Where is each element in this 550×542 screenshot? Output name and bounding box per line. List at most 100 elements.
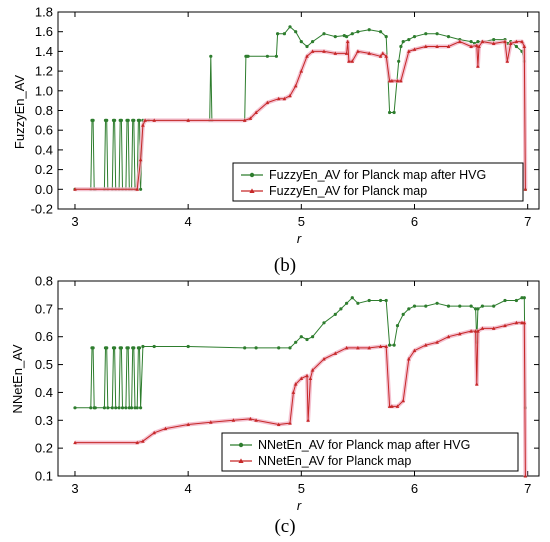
y-tick-label: 0.7 [35,301,53,316]
data-point [503,298,507,303]
data-point [435,44,439,48]
data-point [163,426,168,431]
y-tick-label: 0.3 [35,413,53,428]
data-point [305,373,309,378]
data-point [356,30,360,34]
data-point [480,326,485,330]
data-point [344,345,349,350]
data-point [491,326,496,330]
data-point [356,49,360,53]
data-point [379,298,383,303]
data-point [113,118,117,122]
data-point [407,49,411,53]
data-point [186,118,190,122]
data-point [152,118,156,122]
y-tick-label: 0.5 [35,357,53,372]
data-point [522,320,527,325]
data-point [288,93,292,98]
data-point [254,110,258,114]
data-point [130,406,134,410]
data-point [209,420,213,424]
data-point [143,118,147,122]
data-point [520,296,524,300]
data-point [137,118,142,122]
y-tick-label: 0.4 [35,142,53,157]
data-point [407,357,411,361]
data-point [475,43,479,47]
data-point [412,47,417,51]
data-point [133,406,137,410]
data-point [424,44,428,48]
panel-caption: (c) [274,516,295,537]
data-point [106,406,110,410]
data-point [333,351,338,355]
x-tick-label: 5 [298,214,305,229]
data-point [141,123,145,127]
data-point [401,398,405,403]
data-point [347,59,351,63]
data-point [310,49,315,53]
data-point [73,406,77,410]
data-point [277,346,281,350]
x-axis-label: r [297,498,302,513]
data-point [367,345,371,350]
data-point [407,38,411,42]
data-point [124,406,128,410]
legend-marker-planck [238,458,244,463]
data-point [276,32,280,36]
data-point [446,44,451,48]
data-point [91,118,95,122]
x-tick-labels: 3 4 5 6 7 [71,214,531,229]
data-point [248,416,253,421]
data-point [243,346,247,350]
y-tick-label: 0.8 [35,103,53,118]
data-point [294,340,298,344]
data-point [294,30,298,34]
data-point [345,301,349,305]
data-point [344,51,349,55]
axis-ticks [58,11,539,210]
data-point [132,346,136,350]
data-point [520,39,524,44]
data-point [117,406,121,410]
axis-ticks [58,280,539,477]
legend-label-hvg: NNetEn_AV for Planck map after HVG [258,438,470,452]
data-point [305,54,309,58]
data-point [503,39,507,44]
data-point [127,406,131,410]
data-point [152,430,156,435]
data-point [231,418,236,422]
data-point [492,304,496,308]
data-point [384,344,388,348]
data-point [299,335,303,339]
data-point [135,440,139,445]
data-point [91,346,95,350]
data-point [367,51,371,55]
data-point [446,304,451,308]
series-group [73,296,528,478]
data-point [350,32,354,36]
data-point [378,54,383,58]
data-point [306,418,310,422]
data-point [514,298,519,303]
data-point [333,51,338,55]
data-point [446,35,451,39]
data-point [387,404,392,408]
data-point [476,329,480,333]
legend-marker-hvg [249,172,255,178]
data-point [384,298,388,303]
data-point [356,345,360,350]
data-point [523,187,528,191]
data-point [93,406,97,410]
data-point [135,187,139,191]
series-line [75,297,526,409]
data-point [388,343,392,347]
y-tick-label: 1.6 [35,24,53,39]
x-axis-label: r [297,231,302,246]
data-point [395,324,400,328]
x-tick-label: 3 [71,214,78,229]
x-tick-label: 5 [298,481,305,496]
data-point [505,59,510,63]
data-point [350,59,355,63]
x-tick-label: 7 [524,214,531,229]
